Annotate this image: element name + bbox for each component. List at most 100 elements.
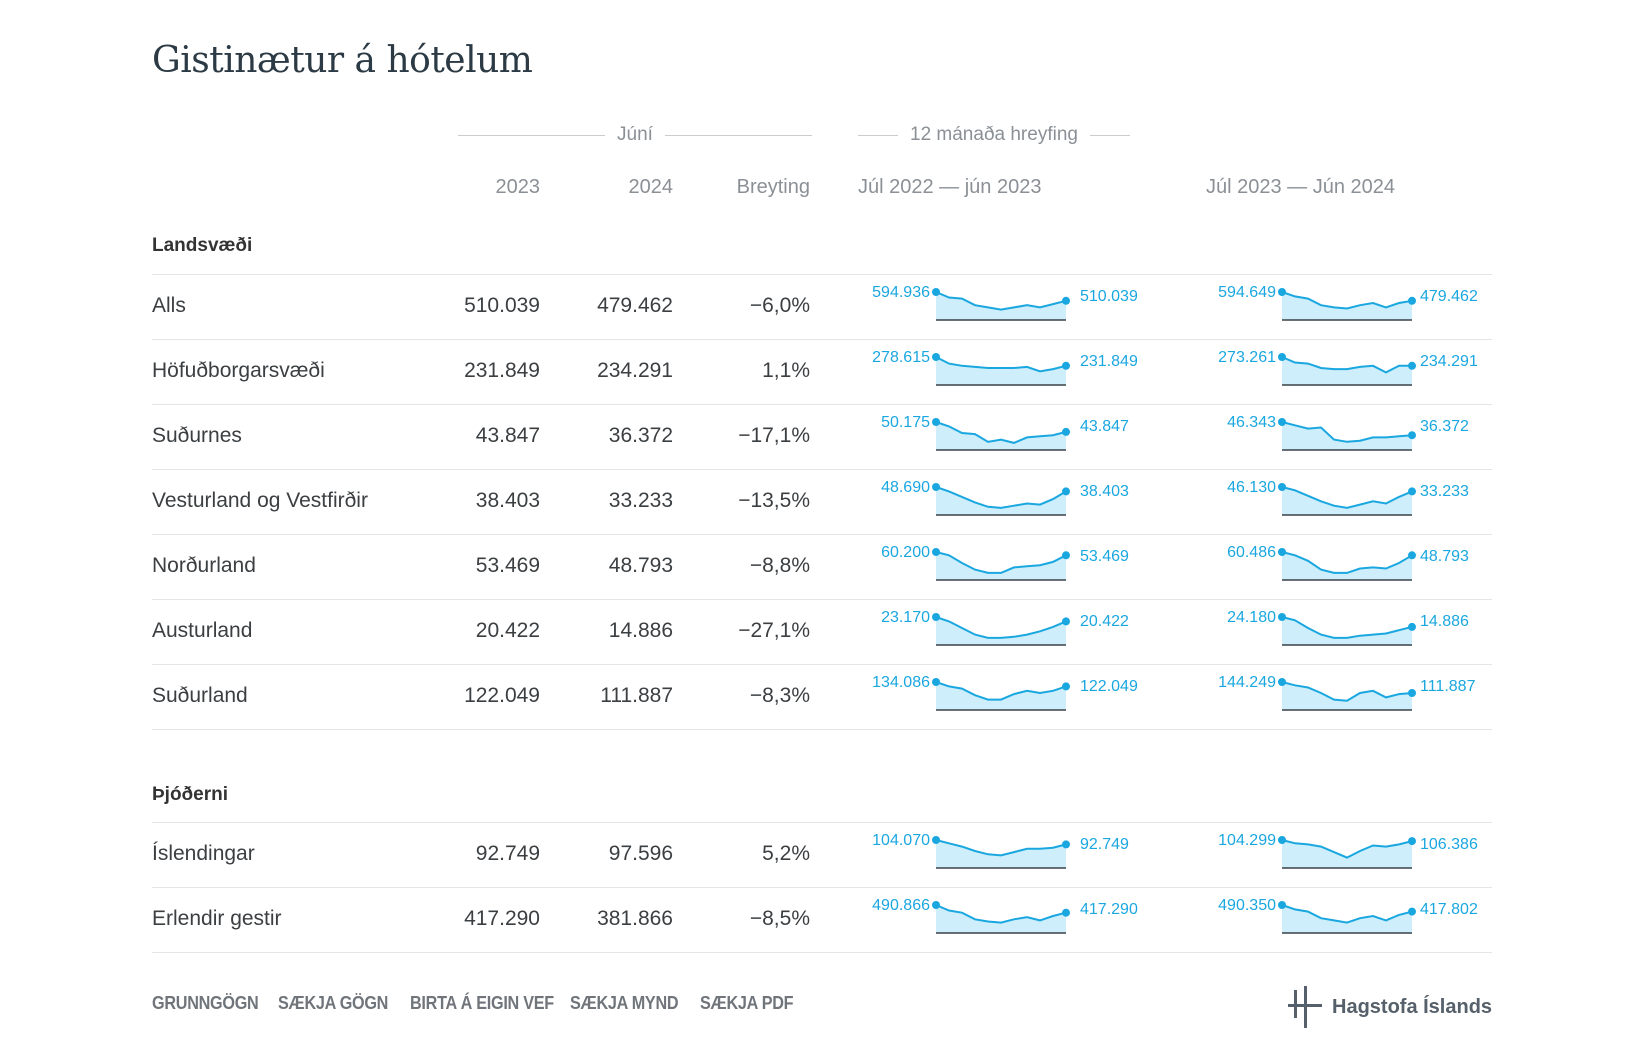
row-label-nordurland: Norðurland xyxy=(152,554,256,577)
sparkline-start-point xyxy=(932,836,940,844)
sparkline-line xyxy=(1281,486,1413,509)
sparkline-area xyxy=(936,617,1066,645)
spark-p2-end-islendingar: 106.386 xyxy=(1420,836,1478,853)
row-label-alls: Alls xyxy=(152,294,186,317)
spark-p1-end-austurland: 20.422 xyxy=(1080,613,1129,630)
cell-2023-austurland: 20.422 xyxy=(475,619,540,642)
cell-change-erlendir: −8,5% xyxy=(749,907,810,930)
sparkline-end-point xyxy=(1408,431,1416,440)
row-divider xyxy=(152,664,1492,665)
hagstofa-logo[interactable]: Hagstofa Íslands xyxy=(1288,986,1492,1028)
row-label-vesturland: Vesturland og Vestfirðir xyxy=(152,489,368,512)
sparkline-line xyxy=(935,904,1067,924)
sparkline-start-point xyxy=(932,288,940,296)
sparkline-p2-erlendir xyxy=(1278,901,1416,934)
spark-p1-end-vesturland: 38.403 xyxy=(1080,483,1129,500)
footer-link-embed[interactable]: BIRTA Á EIGIN VEF xyxy=(410,993,554,1013)
sparkline-area xyxy=(1282,617,1412,645)
cell-change-sudurnes: −17,1% xyxy=(738,424,810,447)
spark-p2-start-erlendir: 490.350 xyxy=(1218,897,1276,914)
sparkline-end-point xyxy=(1062,487,1070,496)
cell-change-austurland: −27,1% xyxy=(738,619,810,642)
spark-p1-end-sudurland: 122.049 xyxy=(1080,678,1138,695)
sparkline-line xyxy=(935,486,1067,509)
spark-p2-end-hofudborgarsvaedi: 234.291 xyxy=(1420,353,1478,370)
sparkline-p1-sudurland xyxy=(932,678,1070,711)
sparkline-line xyxy=(1281,356,1412,374)
sparkline-end-point xyxy=(1062,551,1070,560)
spark-p1-start-hofudborgarsvaedi: 278.615 xyxy=(872,349,930,366)
cell-change-islendingar: 5,2% xyxy=(762,842,810,865)
footer-link-download-pdf[interactable]: SÆKJA PDF xyxy=(700,993,794,1013)
spark-p2-end-vesturland: 33.233 xyxy=(1420,483,1469,500)
sparkline-area xyxy=(1282,357,1412,385)
footer-link-basedata[interactable]: GRUNNGÖGN xyxy=(152,993,259,1013)
spark-p1-end-islendingar: 92.749 xyxy=(1080,836,1129,853)
spark-p1-start-sudurnes: 50.175 xyxy=(881,414,930,431)
sparkline-area xyxy=(936,682,1066,710)
sparkline-p2-islendingar xyxy=(1278,836,1416,869)
sparkline-end-point xyxy=(1062,682,1070,691)
spark-p2-start-austurland: 24.180 xyxy=(1227,609,1276,626)
sparkline-area xyxy=(936,552,1066,580)
sparkline-line xyxy=(935,616,1067,639)
sparkline-start-point xyxy=(932,548,940,556)
spark-p2-end-sudurland: 111.887 xyxy=(1420,678,1476,695)
spark-p1-end-erlendir: 417.290 xyxy=(1080,901,1138,918)
sparkline-line xyxy=(935,839,1067,857)
sparkline-p1-erlendir xyxy=(932,901,1070,934)
row-divider xyxy=(152,887,1492,888)
section-title-nationality: Þjóðerni xyxy=(152,784,229,805)
sparkline-p1-sudurnes xyxy=(932,418,1070,451)
cell-2023-alls: 510.039 xyxy=(464,294,540,317)
sparkline-start-point xyxy=(932,418,940,426)
sparkline-start-point xyxy=(1278,288,1286,296)
row-divider xyxy=(152,469,1492,470)
spark-p2-end-erlendir: 417.802 xyxy=(1420,901,1478,918)
hagstofa-logo-icon xyxy=(1288,986,1322,1028)
cell-change-nordurland: −8,8% xyxy=(749,554,810,577)
sparkline-start-point xyxy=(1278,418,1286,426)
sparkline-start-point xyxy=(1278,678,1286,686)
sparkline-end-point xyxy=(1408,361,1416,370)
sparkline-p2-sudurnes xyxy=(1278,418,1416,451)
group-header-12m-label: 12 mánaða hreyfing xyxy=(910,124,1078,145)
spark-p1-end-hofudborgarsvaedi: 231.849 xyxy=(1080,353,1138,370)
spark-p1-start-vesturland: 48.690 xyxy=(881,479,930,496)
spark-p1-start-nordurland: 60.200 xyxy=(881,544,930,561)
row-divider xyxy=(152,274,1492,275)
sparkline-line xyxy=(935,551,1067,574)
cell-2024-alls: 479.462 xyxy=(597,294,673,317)
sparkline-end-point xyxy=(1408,296,1416,305)
sparkline-p2-hofudborgarsvaedi xyxy=(1278,353,1416,386)
spark-p2-end-austurland: 14.886 xyxy=(1420,613,1469,630)
row-label-sudurnes: Suðurnes xyxy=(152,424,242,447)
cell-2023-islendingar: 92.749 xyxy=(475,842,540,865)
footer-link-download-image[interactable]: SÆKJA MYND xyxy=(570,993,679,1013)
sparkline-area xyxy=(1282,905,1412,933)
sparkline-p1-vesturland xyxy=(932,483,1070,516)
row-divider xyxy=(152,599,1492,600)
sparkline-line xyxy=(935,681,1067,701)
spark-p1-start-erlendir: 490.866 xyxy=(872,897,930,914)
sparkline-line xyxy=(1281,291,1413,310)
sparkline-area xyxy=(936,840,1066,868)
row-label-sudurland: Suðurland xyxy=(152,684,248,707)
cell-2023-sudurnes: 43.847 xyxy=(475,424,540,447)
spark-p2-start-alls: 594.649 xyxy=(1218,284,1276,301)
sparkline-end-point xyxy=(1408,551,1416,560)
sparkline-start-point xyxy=(932,901,940,909)
row-divider xyxy=(152,534,1492,535)
cell-2024-vesturland: 33.233 xyxy=(608,489,673,512)
row-divider xyxy=(152,404,1492,405)
sparkline-area xyxy=(1282,552,1412,580)
row-label-islendingar: Íslendingar xyxy=(152,842,255,865)
sparkline-end-point xyxy=(1408,837,1416,846)
sparkline-end-point xyxy=(1062,427,1070,436)
footer-link-download-data[interactable]: SÆKJA GÖGN xyxy=(278,993,389,1013)
spark-p2-start-sudurnes: 46.343 xyxy=(1227,414,1276,431)
spark-p2-start-islendingar: 104.299 xyxy=(1218,832,1276,849)
sparkline-area xyxy=(1282,487,1412,515)
spark-p1-start-islendingar: 104.070 xyxy=(872,832,930,849)
spark-p1-start-austurland: 23.170 xyxy=(881,609,930,626)
